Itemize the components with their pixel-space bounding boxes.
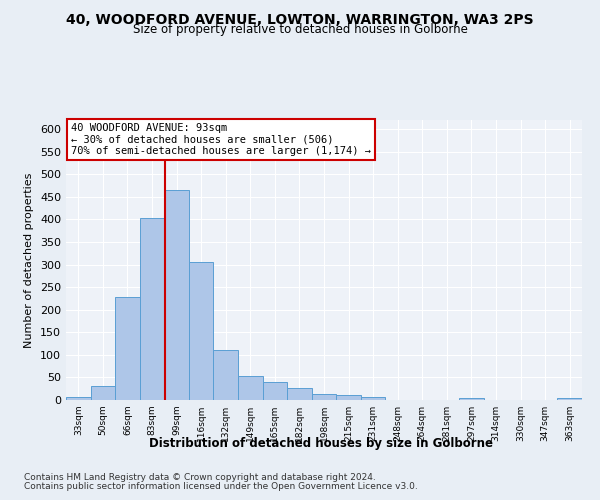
Bar — [214, 350, 238, 400]
Bar — [189, 262, 214, 400]
Text: Distribution of detached houses by size in Golborne: Distribution of detached houses by size … — [149, 438, 493, 450]
Bar — [459, 398, 484, 400]
Bar — [312, 394, 336, 400]
Bar — [140, 218, 164, 400]
Bar — [557, 398, 582, 400]
Bar — [287, 388, 312, 400]
Bar — [115, 297, 140, 400]
Text: 40 WOODFORD AVENUE: 93sqm
← 30% of detached houses are smaller (506)
70% of semi: 40 WOODFORD AVENUE: 93sqm ← 30% of detac… — [71, 123, 371, 156]
Y-axis label: Number of detached properties: Number of detached properties — [25, 172, 34, 348]
Bar — [263, 382, 287, 400]
Text: 40, WOODFORD AVENUE, LOWTON, WARRINGTON, WA3 2PS: 40, WOODFORD AVENUE, LOWTON, WARRINGTON,… — [66, 12, 534, 26]
Bar — [91, 386, 115, 400]
Bar — [361, 397, 385, 400]
Bar — [336, 395, 361, 400]
Text: Contains HM Land Registry data © Crown copyright and database right 2024.: Contains HM Land Registry data © Crown c… — [24, 472, 376, 482]
Bar — [238, 376, 263, 400]
Bar — [66, 398, 91, 400]
Text: Contains public sector information licensed under the Open Government Licence v3: Contains public sector information licen… — [24, 482, 418, 491]
Text: Size of property relative to detached houses in Golborne: Size of property relative to detached ho… — [133, 22, 467, 36]
Bar — [164, 190, 189, 400]
